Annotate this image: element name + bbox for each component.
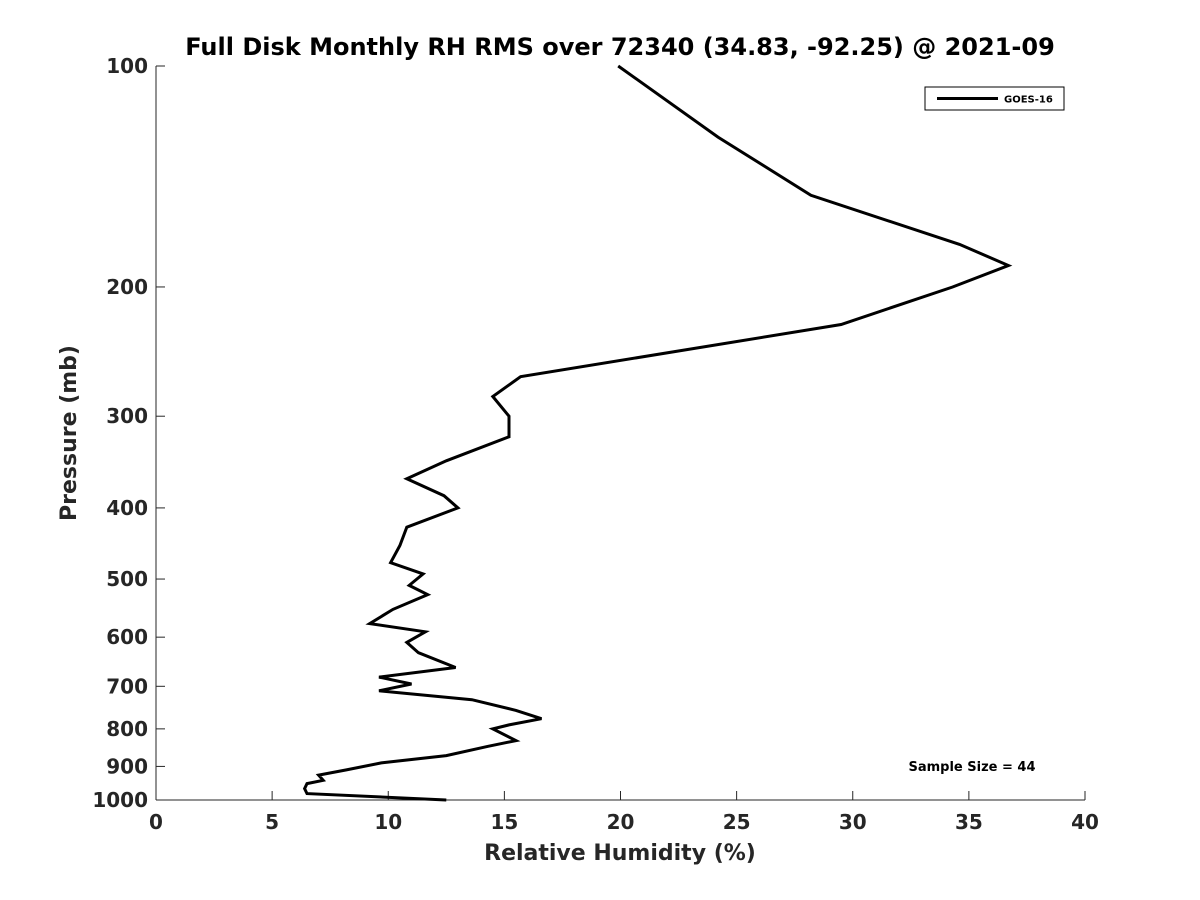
y-tick-label: 900 [106, 754, 148, 778]
y-axis-label: Pressure (mb) [57, 345, 82, 521]
x-tick-label: 5 [265, 810, 279, 834]
y-axis-ticks: 100 200 300 400 500 600 700 800 900 1000 [92, 54, 165, 812]
y-tick-label: 400 [106, 496, 148, 520]
y-tick-label: 100 [106, 54, 148, 78]
x-tick-label: 25 [723, 810, 751, 834]
x-tick-label: 15 [490, 810, 518, 834]
x-tick-label: 20 [607, 810, 635, 834]
x-tick-label: 10 [374, 810, 402, 834]
x-tick-label: 40 [1071, 810, 1099, 834]
legend: GOES-16 [924, 86, 1065, 111]
y-tick-label: 800 [106, 717, 148, 741]
chart-title: Full Disk Monthly RH RMS over 72340 (34.… [185, 33, 1055, 61]
y-tick-label: 200 [106, 275, 148, 299]
series-line-goes-16 [302, 64, 1013, 802]
y-tick-label: 300 [106, 404, 148, 428]
axes [155, 66, 1085, 801]
sample-size-annotation: Sample Size = 44 [908, 760, 1035, 775]
y-tick-label: 500 [106, 567, 148, 591]
legend-label-goes-16: GOES-16 [1004, 95, 1053, 106]
x-tick-label: 30 [839, 810, 867, 834]
x-tick-label: 0 [149, 810, 163, 834]
y-tick-label: 1000 [92, 788, 148, 812]
series-group [302, 64, 1013, 802]
x-axis-ticks: 0 5 10 15 20 25 30 35 40 [149, 791, 1099, 834]
y-tick-label: 600 [106, 625, 148, 649]
y-tick-label: 700 [106, 674, 148, 698]
x-axis-label: Relative Humidity (%) [484, 841, 756, 866]
x-tick-label: 35 [955, 810, 983, 834]
